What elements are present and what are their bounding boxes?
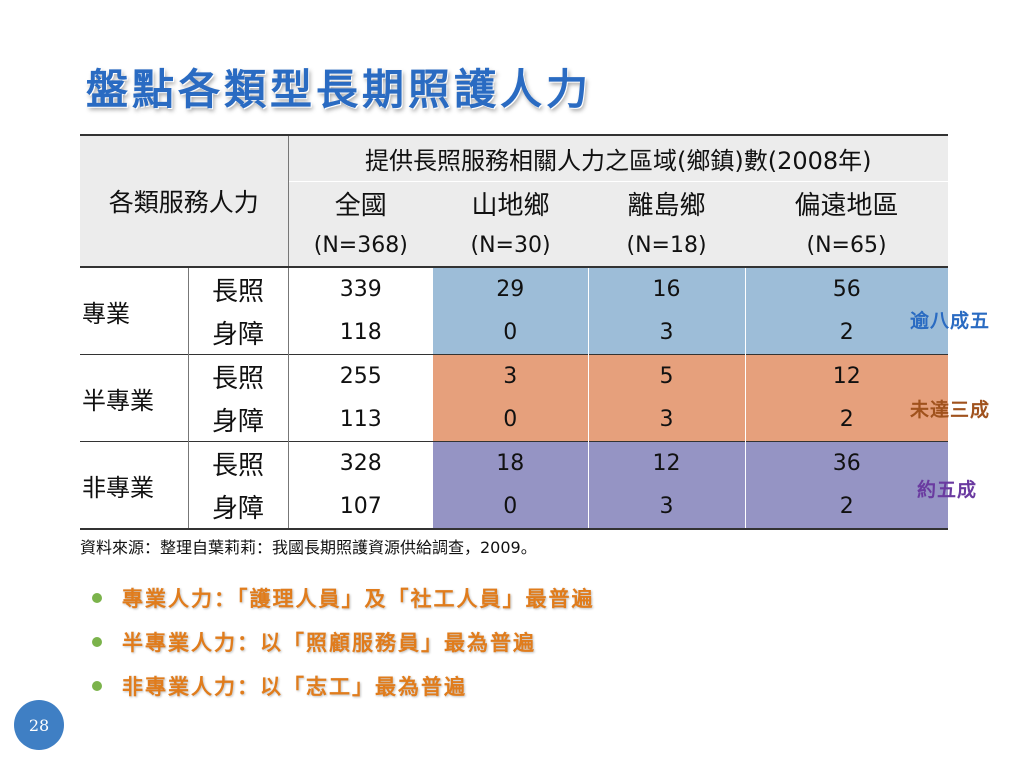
bullet-text: 非專業人力：以「志工」最為普遍: [122, 674, 467, 699]
table-row: 專業 長照 339 29 16 56: [80, 267, 949, 355]
cell-island: 3: [587, 311, 746, 355]
group-label-professional: 專業: [80, 267, 189, 355]
cell-national: 113: [339, 407, 382, 432]
corner-header: 各類服務人力: [80, 134, 289, 268]
cell-mountain: 18: [433, 441, 589, 485]
cell-mountain: 3: [433, 354, 589, 398]
slide-title: 盤點各類型長期照護人力: [86, 65, 593, 114]
col-n-remote: (N=65): [745, 224, 949, 268]
cell-mountain: 0: [433, 311, 589, 355]
cell-island: 12: [587, 441, 746, 485]
cell-remote: 2: [744, 398, 949, 442]
super-header: 提供長照服務相關人力之區域(鄉鎮)數(2008年): [288, 134, 949, 182]
cell-mountain: 0: [433, 398, 589, 442]
staffing-table: 各類服務人力 提供長照服務相關人力之區域(鄉鎮)數(2008年) 全國 山地鄉 …: [80, 134, 949, 530]
cell-remote: 56: [744, 267, 949, 311]
cell-remote: 2: [744, 311, 949, 355]
page-number-badge: 28: [14, 700, 64, 750]
cell-island: 16: [587, 267, 746, 311]
sub-label: 身障: [188, 311, 289, 355]
col-n-mountain: (N=30): [433, 224, 589, 268]
sub-label: 長照: [188, 441, 289, 485]
bullet-item: 非專業人力：以「志工」最為普遍: [92, 664, 595, 708]
col-n-national: (N=368): [288, 224, 434, 268]
sub-label: 身障: [188, 398, 289, 442]
table-row: 身障 113 0 3 2: [80, 398, 949, 442]
group-label-semi-professional: 半專業: [80, 354, 189, 442]
cell-mountain: 29: [433, 267, 589, 311]
cell-remote: 2: [744, 485, 949, 530]
cell-mountain: 0: [433, 485, 589, 530]
cell-remote: 36: [744, 441, 949, 485]
bullet-dot-icon: [92, 593, 102, 603]
table-row: 非專業 長照 328 18 12 36: [80, 441, 949, 530]
bullet-dot-icon: [92, 637, 102, 647]
cell-national: 107: [288, 485, 434, 530]
sub-label: 身障: [188, 485, 289, 530]
bullet-list: 專業人力：「護理人員」及「社工人員」最普遍 半專業人力：以「照顧服務員」最為普遍…: [92, 576, 595, 708]
bullet-item: 半專業人力：以「照顧服務員」最為普遍: [92, 620, 595, 664]
sub-label: 長照: [188, 354, 289, 398]
cell-national: 339: [339, 277, 382, 302]
bullet-text: 半專業人力：以「照顧服務員」最為普遍: [122, 630, 536, 655]
note-semi-professional: 未達三成: [910, 399, 991, 421]
bullet-dot-icon: [92, 681, 102, 691]
source-citation: 資料來源：整理自葉莉莉：我國長期照護資源供給調查，2009。: [80, 538, 537, 557]
cell-island: 3: [587, 485, 746, 530]
col-header-island: 離島鄉: [588, 181, 746, 224]
cell-island: 5: [587, 354, 746, 398]
cell-national: 118: [339, 320, 382, 345]
bullet-item: 專業人力：「護理人員」及「社工人員」最普遍: [92, 576, 595, 620]
col-header-remote: 偏遠地區: [745, 181, 949, 224]
table-row: 身障 107 0 3 2: [80, 485, 949, 530]
col-header-national: 全國: [288, 181, 434, 224]
sub-label: 長照: [188, 267, 289, 311]
cell-remote: 12: [744, 354, 949, 398]
col-n-island: (N=18): [588, 224, 746, 268]
bullet-text: 專業人力：「護理人員」及「社工人員」最普遍: [122, 586, 595, 611]
cell-national: 255: [288, 354, 434, 398]
group-label-non-professional: 非專業: [80, 441, 189, 530]
cell-national: 328: [288, 441, 434, 485]
note-professional: 逾八成五: [910, 310, 991, 332]
table-row: 身障 118 0 3 2: [80, 311, 949, 355]
cell-island: 3: [587, 398, 746, 442]
note-non-professional: 約五成: [917, 479, 978, 501]
table-row: 半專業 長照 255 3 5 12: [80, 354, 949, 442]
col-header-mountain: 山地鄉: [433, 181, 589, 224]
